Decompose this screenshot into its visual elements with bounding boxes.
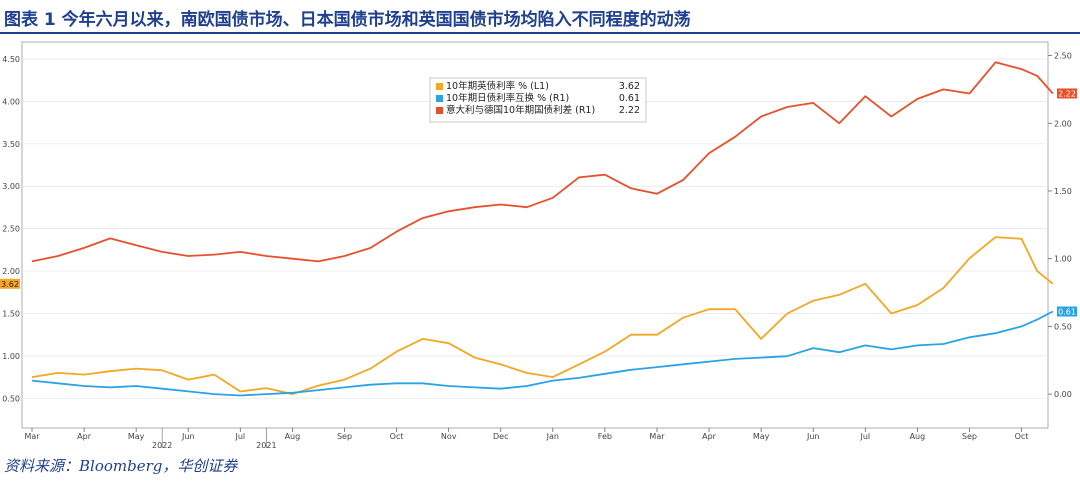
legend-entry-label: 意大利与德国10年期国债利差 (R1) bbox=[446, 104, 595, 116]
x-tick-label: Jan bbox=[546, 432, 559, 441]
title-bar: 图表 1 今年六月以来，南欧国债市场、日本国债市场和英国国债市场均陷入不同程度的… bbox=[0, 0, 1080, 34]
title-rule bbox=[0, 32, 1080, 34]
value-tag-box bbox=[0, 278, 20, 289]
value-tag-box bbox=[1057, 306, 1077, 317]
x-axis: Mar Apr May Jun Jul Aug Sep Oct Nov Dec Jan Feb Mar A… bbox=[24, 428, 1028, 450]
x-tick-label: Oct bbox=[390, 432, 404, 441]
series-line-2 bbox=[31, 61, 1054, 263]
x-tick-label: Oct bbox=[1015, 432, 1029, 441]
value-tag-label: 3.62 bbox=[1, 280, 19, 289]
x-tick-label: May bbox=[128, 432, 145, 441]
x-tick-label: Sep bbox=[962, 432, 977, 441]
y-right-tick-label: 2.50 bbox=[1054, 52, 1072, 61]
legend-box bbox=[429, 77, 647, 123]
y-axis-right: 0.00 0.50 1.00 1.50 2.00 2.50 bbox=[1048, 52, 1072, 399]
x-tick-label: Aug bbox=[910, 432, 926, 441]
series-line-0 bbox=[31, 236, 1054, 396]
legend-swatch bbox=[436, 107, 443, 114]
x-tick-label: Apr bbox=[77, 432, 92, 441]
value-tag-label: 2.22 bbox=[1058, 89, 1076, 98]
x-tick-label: Mar bbox=[649, 432, 665, 441]
y-left-tick-label: 2.50 bbox=[2, 225, 20, 234]
y-left-tick-label: 3.50 bbox=[2, 140, 20, 149]
year-label: 2022 bbox=[152, 441, 172, 450]
y-left-tick-label: 4.00 bbox=[2, 97, 20, 106]
y-right-tick-label: 0.00 bbox=[1054, 390, 1072, 399]
y-left-tick-label: 4.50 bbox=[2, 55, 20, 64]
y-right-tick-label: 0.50 bbox=[1054, 322, 1072, 331]
value-tags: 3.620.612.22 bbox=[0, 88, 1077, 317]
legend-entry-label: 10年期英债利率 % (L1) bbox=[446, 80, 549, 92]
source-note: 资料来源：Bloomberg，华创证券 bbox=[4, 457, 238, 475]
x-tick-label: Apr bbox=[702, 432, 717, 441]
y-right-tick-label: 1.00 bbox=[1054, 255, 1072, 264]
figure-title: 图表 1 今年六月以来，南欧国债市场、日本国债市场和英国国债市场均陷入不同程度的… bbox=[4, 10, 691, 30]
year-label: 2021 bbox=[256, 441, 276, 450]
legend-entry-label: 10年期日债利率互换 % (R1) bbox=[446, 92, 569, 104]
chart: 0.50 1.00 1.50 2.00 2.50 3.00 3.50 4.00 4.50 0.0… bbox=[0, 41, 1077, 450]
x-tick-label: Feb bbox=[598, 432, 612, 441]
plot-frame bbox=[21, 41, 1049, 429]
y-left-tick-label: 3.00 bbox=[2, 182, 20, 191]
x-tick-label: May bbox=[753, 432, 770, 441]
x-tick-label: Mar bbox=[24, 432, 40, 441]
x-tick-label: Nov bbox=[441, 432, 457, 441]
legend-swatch bbox=[436, 95, 443, 102]
x-tick-label: Dec bbox=[493, 432, 508, 441]
y-right-tick-label: 2.00 bbox=[1054, 119, 1072, 128]
y-axis-left: 0.50 1.00 1.50 2.00 2.50 3.00 3.50 4.00 4.50 bbox=[2, 55, 20, 403]
value-tag-label: 0.61 bbox=[1058, 308, 1076, 317]
legend-swatch bbox=[436, 83, 443, 90]
x-tick-label: Jul bbox=[234, 432, 245, 441]
y-left-tick-label: 1.00 bbox=[2, 352, 20, 361]
series-line-1 bbox=[31, 310, 1054, 397]
legend: 10年期英债利率 % (L1) 3.62 10年期日债利率互换 % (R1) 0.61… bbox=[429, 77, 647, 123]
y-left-tick-label: 0.50 bbox=[2, 394, 20, 403]
x-tick-label: Jun bbox=[181, 432, 195, 441]
y-left-tick-label: 1.50 bbox=[2, 309, 20, 318]
y-right-tick-label: 1.50 bbox=[1054, 187, 1072, 196]
legend-entry-value: 3.62 bbox=[619, 81, 640, 92]
value-tag-box bbox=[1057, 88, 1077, 99]
series-lines bbox=[31, 61, 1054, 397]
legend-entry-value: 0.61 bbox=[619, 93, 640, 104]
legend-entry-value: 2.22 bbox=[619, 105, 640, 116]
y-left-tick-label: 2.00 bbox=[2, 267, 20, 276]
x-tick-label: Jul bbox=[859, 432, 870, 441]
x-tick-label: Sep bbox=[337, 432, 352, 441]
x-tick-label: Aug bbox=[285, 432, 301, 441]
x-tick-label: Jun bbox=[806, 432, 820, 441]
grid bbox=[21, 41, 1049, 429]
